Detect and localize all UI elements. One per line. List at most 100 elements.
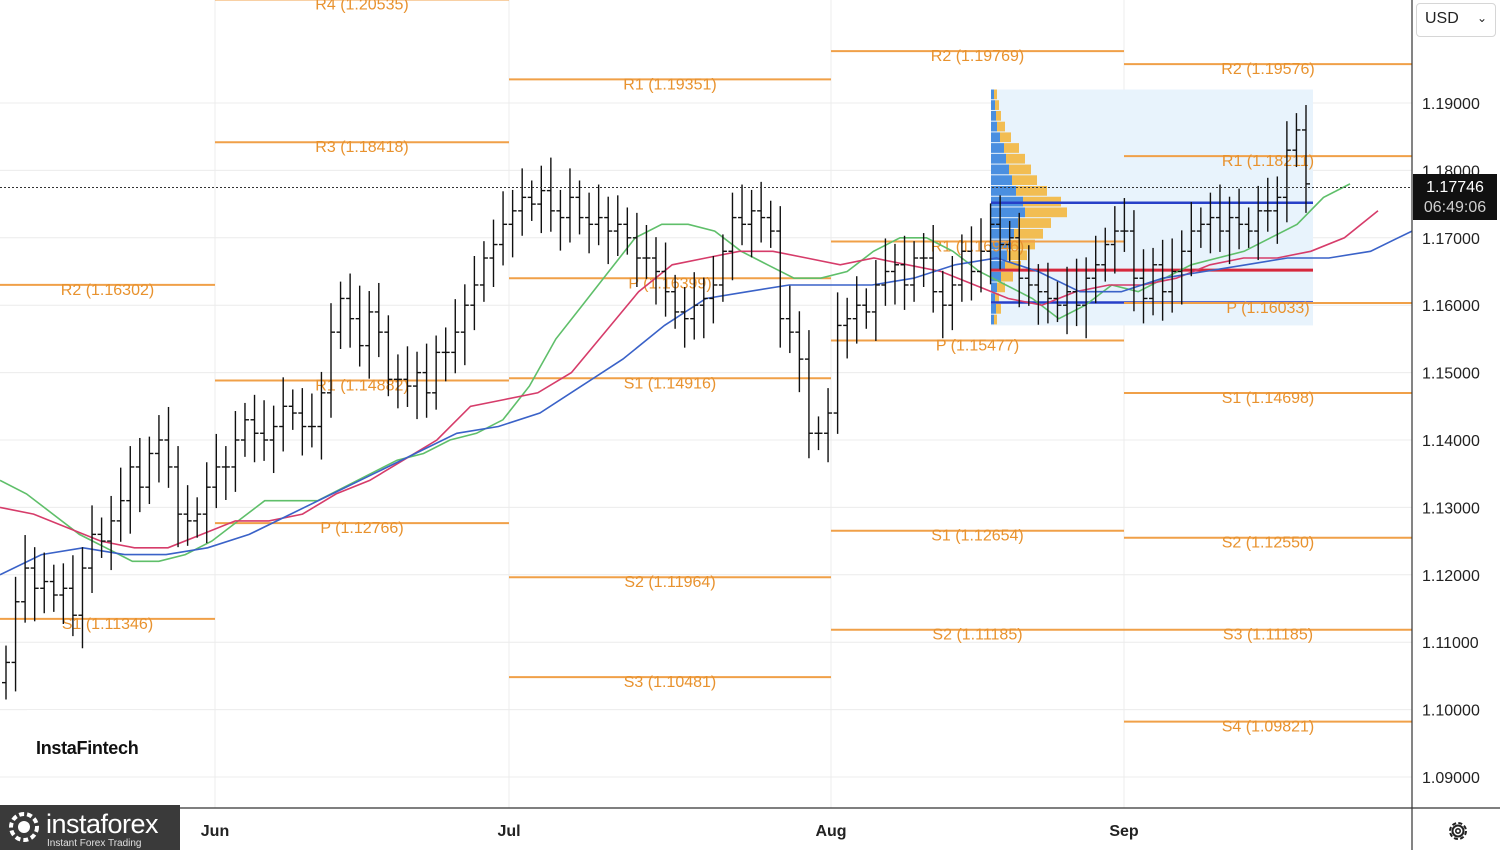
profile-bar: [991, 261, 1005, 271]
x-tick-label: Aug: [815, 823, 846, 840]
ohlc-bar: [1215, 184, 1224, 252]
pivot-label: R2 (1.19769): [931, 48, 1024, 65]
ohlc-bar: [680, 287, 689, 348]
ohlc-bar: [938, 270, 947, 339]
ohlc-bar: [1206, 192, 1215, 254]
ohlc-bar: [1015, 212, 1024, 308]
ohlc-bar: [1235, 188, 1244, 250]
ohlc-bar: [365, 291, 374, 379]
ohlc-bar: [575, 180, 584, 235]
y-tick-label: 1.16000: [1422, 298, 1480, 315]
ohlc-bar: [1139, 249, 1148, 324]
instaforex-subtitle: Instant Forex Trading: [47, 838, 142, 849]
pivot-label: R1 (1.18211): [1222, 153, 1314, 170]
ohlc-bar: [977, 218, 985, 293]
ohlc-bar: [709, 255, 718, 324]
ohlc-bar: [2, 645, 10, 700]
ohlc-bar: [862, 288, 871, 329]
pivot-label: S1 (1.14698): [1222, 390, 1315, 407]
profile-bar: [991, 293, 995, 303]
ohlc-bar: [718, 234, 727, 302]
current-price-value: 1.17746: [1426, 179, 1484, 196]
profile-bar: [991, 110, 996, 121]
profile-bar: [997, 121, 1005, 132]
profile-bar: [1009, 164, 1031, 175]
profile-bar: [1007, 250, 1027, 261]
profile-bar: [991, 175, 1012, 186]
pivot-label: S1 (1.12654): [931, 528, 1024, 545]
ohlc-bar: [967, 226, 976, 301]
pivot-label: R1 (1.16946): [931, 238, 1024, 255]
ohlc-bar: [183, 485, 192, 546]
ohlc-bar: [1254, 185, 1263, 261]
ohlc-bar: [1282, 121, 1291, 223]
y-tick-label: 1.10000: [1422, 703, 1480, 720]
pivot-label: P (1.16033): [1226, 300, 1309, 317]
volume-profile: [991, 89, 1313, 326]
ohlc-bar: [11, 576, 20, 692]
ohlc-bar: [451, 299, 460, 374]
profile-bar: [991, 282, 997, 293]
ohlc-bar: [88, 505, 97, 593]
ohlc-bar: [652, 237, 660, 305]
profile-bar: [991, 303, 996, 314]
y-tick-label: 1.09000: [1422, 770, 1480, 787]
ohlc-bar: [1120, 198, 1129, 252]
profile-bar: [997, 282, 1005, 293]
current-price-tag: 1.17746 06:49:06: [1413, 174, 1497, 220]
instaforex-logo[interactable]: instaforex Instant Forex Trading: [0, 805, 180, 850]
ohlc-bar: [1177, 230, 1186, 305]
bar-countdown: 06:49:06: [1423, 199, 1487, 216]
ohlc-bar: [804, 330, 813, 459]
pivot-label: S2 (1.11185): [932, 627, 1022, 644]
ohlc-bar: [785, 285, 794, 354]
profile-bar: [1018, 218, 1051, 228]
x-tick-label: Jun: [201, 823, 229, 840]
ohlc-bar: [346, 273, 355, 348]
ohlc-bar: [814, 416, 823, 451]
ohlc-bar: [250, 394, 259, 463]
ohlc-bar: [384, 315, 393, 397]
ohlc-bar: [1110, 206, 1119, 274]
ohlc-bar: [40, 552, 49, 614]
ohlc-bar: [996, 195, 1005, 270]
ohlc-bar: [1158, 239, 1167, 321]
ohlc-bar: [1244, 207, 1253, 248]
y-tick-label: 1.15000: [1422, 366, 1480, 383]
profile-bar: [991, 100, 995, 110]
ohlc-bar: [910, 241, 919, 302]
ohlc-bar: [307, 393, 316, 448]
pivot-label: R2 (1.16302): [61, 282, 154, 299]
ohlc-bar: [1168, 238, 1177, 313]
ohlc-bar: [546, 157, 555, 232]
ohlc-bar: [699, 277, 708, 339]
ohlc-bar: [260, 400, 269, 461]
ohlc-bar: [919, 233, 928, 288]
ohlc-bar: [240, 402, 249, 457]
ohlc-bar: [279, 377, 288, 452]
ohlc-bar: [68, 555, 77, 637]
ohlc-bar: [499, 191, 508, 266]
currency-select[interactable]: USD ⌄: [1416, 3, 1496, 37]
pivot-label: P (1.16399): [628, 275, 711, 292]
ohlc-bar: [202, 462, 211, 544]
ohlc-bar: [116, 467, 125, 542]
ohlc-bar: [59, 563, 68, 625]
profile-bar: [994, 314, 997, 325]
ohlc-bar: [613, 195, 622, 256]
profile-bar: [995, 100, 999, 110]
ohlc-bar: [508, 189, 517, 258]
ohlc-bar: [757, 181, 766, 243]
profile-bar: [991, 228, 1014, 239]
instafintech-text: InstaFintech: [36, 738, 139, 758]
ohlc-bar: [881, 238, 890, 306]
ohlc-bar: [728, 192, 737, 281]
profile-bar: [991, 153, 1006, 164]
ohlc-bar: [1005, 220, 1014, 262]
settings-icon[interactable]: [1446, 819, 1470, 843]
profile-bar: [1001, 271, 1013, 282]
ohlc-bar: [432, 335, 441, 410]
profile-bar: [1000, 132, 1011, 143]
ohlc-bar: [1225, 196, 1234, 265]
ohlc-bar: [1024, 245, 1033, 306]
